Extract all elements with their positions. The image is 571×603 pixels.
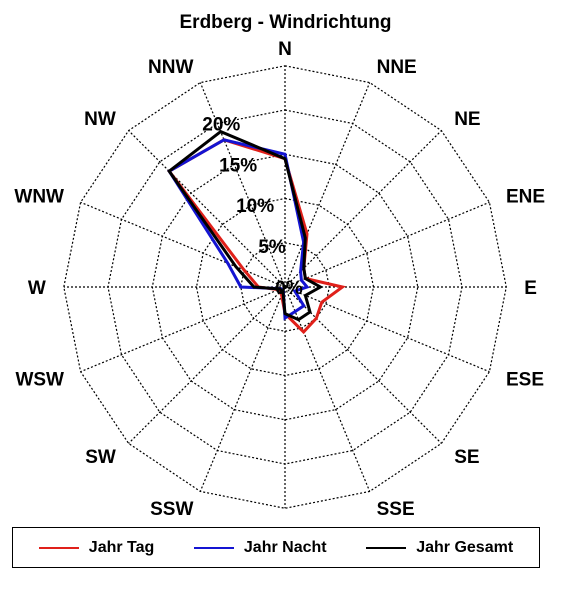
direction-label-ssw: SSW: [150, 499, 193, 520]
direction-label-e: E: [524, 278, 537, 299]
spoke-nnw: [199, 82, 286, 288]
tick-label-10: 10%: [236, 196, 274, 217]
direction-label-nne: NNE: [377, 57, 417, 78]
direction-label-sse: SSE: [377, 499, 415, 520]
direction-label-nnw: NNW: [148, 57, 193, 78]
series-line-3: [167, 129, 324, 322]
direction-label-wnw: WNW: [14, 186, 64, 207]
legend-swatch-gesamt: [366, 546, 407, 549]
legend-item-nacht: Jahr Nacht: [193, 538, 327, 557]
tick-label-20: 20%: [202, 115, 240, 136]
legend-item-tag: Jahr Tag: [38, 538, 155, 557]
legend-swatch-tag: [38, 546, 79, 549]
direction-label-w: W: [28, 278, 46, 299]
direction-label-n: N: [278, 39, 292, 60]
chart-title: Erdberg - Windrichtung: [179, 12, 392, 33]
spoke-ne: [284, 130, 442, 288]
radar-series: [166, 129, 347, 335]
tick-label-15: 15%: [219, 155, 257, 176]
legend: Jahr Tag Jahr Nacht Jahr Gesamt: [12, 527, 540, 568]
legend-swatch-nacht: [193, 546, 234, 549]
legend-item-gesamt: Jahr Gesamt: [366, 539, 513, 557]
direction-label-sw: SW: [85, 447, 116, 468]
legend-label-tag: Jahr Tag: [88, 538, 155, 556]
spoke-sw: [128, 286, 286, 444]
radial-tick-labels: 0% 5% 10% 15% 20%: [202, 115, 303, 300]
legend-label-nacht: Jahr Nacht: [243, 538, 327, 556]
spoke-nne: [284, 82, 371, 288]
series-line-2: [167, 138, 310, 321]
direction-label-wsw: WSW: [15, 370, 64, 391]
direction-label-s: S: [279, 517, 292, 520]
direction-label-ne: NE: [454, 109, 480, 130]
spoke-ssw: [199, 286, 286, 492]
tick-label-0: 0%: [275, 278, 303, 299]
direction-label-ene: ENE: [506, 186, 545, 207]
direction-labels: N NNE NE ENE E ESE SE SSE S SSW SW WSW W WNW NW NNW: [14, 39, 545, 520]
legend-label-gesamt: Jahr Gesamt: [416, 538, 514, 556]
radar-spokes: [63, 65, 507, 509]
direction-label-nw: NW: [84, 109, 116, 130]
spoke-ene: [284, 201, 490, 288]
radar-chart: N NNE NE ENE E ESE SE SSE S SSW SW WSW W WNW NW NNW 0% 5…: [14, 39, 545, 520]
spoke-nw: [128, 130, 286, 288]
spoke-sse: [284, 286, 371, 492]
direction-label-ese: ESE: [506, 370, 544, 391]
spoke-wnw: [80, 201, 286, 288]
direction-label-se: SE: [454, 447, 479, 468]
spoke-wsw: [80, 286, 286, 373]
tick-label-5: 5%: [258, 237, 286, 258]
spoke-ese: [284, 286, 490, 373]
